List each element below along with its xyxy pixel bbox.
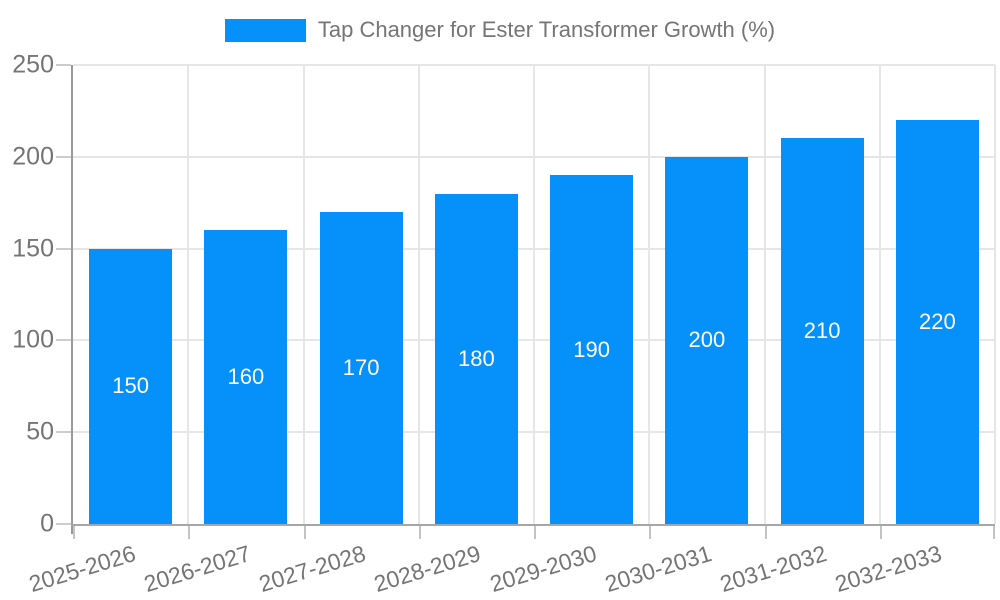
bar: 160: [204, 230, 288, 524]
gridline-vertical: [302, 65, 305, 524]
x-tick: [879, 526, 882, 539]
bar: 220: [895, 120, 979, 524]
x-tick: [188, 526, 191, 539]
x-tick-label: 2031-2032: [716, 540, 830, 598]
x-tick-label: 2027-2028: [255, 540, 369, 598]
x-tick: [534, 526, 536, 539]
y-tick-label: 50: [26, 417, 54, 446]
legend: Tap Changer for Ester Transformer Growth…: [0, 17, 1000, 43]
x-tick-label: 2026-2027: [140, 540, 254, 598]
gridline-vertical: [878, 65, 881, 524]
bar-value-label: 160: [227, 364, 265, 390]
y-tick-label: 250: [12, 50, 54, 79]
y-tick: [56, 64, 71, 66]
bar-value-label: 190: [573, 336, 610, 362]
gridline-vertical: [187, 65, 190, 524]
bar-value-label: 170: [342, 354, 380, 380]
x-tick: [764, 526, 767, 539]
y-tick: [56, 523, 71, 525]
bar-value-label: 150: [112, 373, 149, 399]
bar-value-label: 200: [688, 327, 726, 353]
x-tick-label: 2029-2030: [486, 540, 600, 598]
y-tick-label: 200: [12, 142, 54, 171]
bar: 210: [780, 138, 864, 524]
bar-value-label: 210: [803, 318, 841, 344]
x-tick: [73, 526, 75, 539]
y-tick: [56, 155, 71, 158]
bar: 200: [665, 156, 749, 524]
bar-value-label: 220: [919, 309, 956, 335]
y-tick: [56, 339, 71, 342]
gridline-vertical: [648, 65, 651, 524]
x-axis-line: [71, 524, 995, 526]
y-tick-label: 0: [40, 509, 54, 538]
x-tick: [649, 526, 652, 539]
bar: 170: [319, 211, 403, 524]
bar-value-label: 180: [458, 345, 495, 371]
y-axis-line: [71, 65, 73, 534]
gridline-vertical: [533, 65, 535, 524]
bar: 190: [550, 175, 634, 524]
x-tick: [418, 526, 421, 539]
gridline-vertical: [763, 65, 766, 524]
bar: 150: [89, 248, 173, 524]
x-tick: [303, 526, 306, 539]
y-tick-label: 100: [12, 325, 54, 354]
bar: 180: [434, 193, 518, 524]
x-tick-label: 2032-2033: [832, 540, 945, 598]
legend-swatch: [224, 18, 306, 42]
y-tick: [56, 247, 71, 250]
y-tick: [56, 431, 71, 434]
gridline-vertical: [994, 65, 996, 524]
legend-label: Tap Changer for Ester Transformer Growth…: [317, 17, 776, 42]
gridline-vertical: [417, 65, 420, 524]
x-tick-label: 2030-2031: [601, 540, 715, 598]
x-tick: [993, 526, 995, 539]
x-tick-label: 2025-2026: [25, 540, 139, 598]
x-tick-label: 2028-2029: [371, 540, 484, 598]
y-tick-label: 150: [12, 234, 54, 263]
plot-area: 150 160 170 180 190 200 210 220 0 50 100 150 200 250…: [12, 51, 996, 597]
